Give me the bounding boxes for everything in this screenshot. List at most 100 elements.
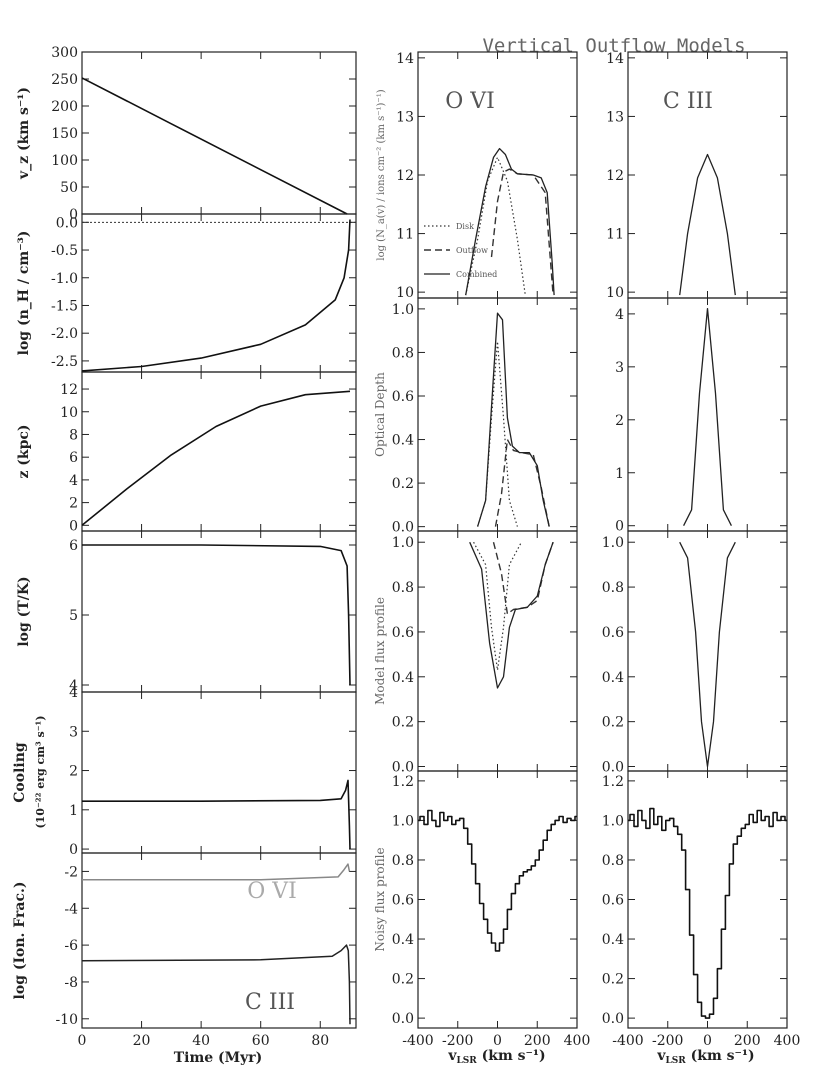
ion-frac-label-ciii: C III [245, 990, 295, 1015]
frame-model_ovi [417, 530, 578, 772]
panel-noisy_ciii: 0.0 0.2 0.4 0.6 0.8 1.0 1.2 -400 -200 0 200 400 [602, 770, 801, 1049]
series-line-column_ciii-combined [679, 153, 736, 296]
ytick-label-vz: 200 [51, 99, 78, 115]
y-axis-label-right-row-1: Optical Depth [373, 372, 387, 457]
frame-tau_ciii [627, 297, 788, 532]
ytick-label-cooling: 1 [69, 803, 78, 819]
frame-density [81, 213, 357, 373]
ytick-label-height: 0 [69, 518, 78, 534]
ytick-label-model_ovi: 0.6 [392, 625, 414, 641]
ytick-label-noisy_ciii: 1.2 [602, 774, 624, 790]
left-x-axis-label: Time (Myr) [174, 1050, 263, 1066]
xtick-label-noisy_ovi: 200 [524, 1033, 551, 1049]
ytick-label-cooling: 3 [69, 724, 78, 740]
ytick-label-column_ovi: 13 [396, 109, 414, 125]
ion-label-ciii: C III [663, 89, 713, 114]
panel-cooling: 0 1 2 3 4 [69, 685, 357, 858]
series-line-height [81, 390, 351, 526]
panel-density: 0.0 -0.5 -1.0 -1.5 -2.0 -2.5 [51, 213, 357, 373]
y-axis-label-temperature: log (T/K) [16, 576, 32, 646]
panel-model_ovi: 0.0 0.2 0.4 0.6 0.8 1.0 [392, 530, 578, 776]
ytick-label-column_ciii: 10 [606, 285, 624, 301]
series-line-ionfrac-o-vi [82, 863, 351, 881]
ytick-label-height: 8 [69, 427, 78, 443]
ytick-label-tau_ciii: 3 [615, 360, 624, 376]
frame-column_ovi [417, 51, 578, 299]
legend-label-disk: Disk [456, 222, 474, 231]
ytick-label-height: 4 [69, 473, 78, 489]
ytick-label-noisy_ovi: 0.2 [392, 972, 414, 988]
legend-label-combined: Combined [456, 270, 497, 279]
xtick-label-ionfrac: 60 [252, 1033, 270, 1049]
ytick-label-cooling: 4 [69, 685, 78, 701]
ytick-label-model_ovi: 1.0 [392, 535, 414, 551]
ytick-label-height: 12 [60, 382, 78, 398]
ytick-label-tau_ovi: 0.6 [392, 389, 414, 405]
xtick-label-noisy_ovi: 0 [493, 1033, 502, 1049]
series-line-column_ovi-outflow [490, 168, 554, 296]
ytick-label-tau_ovi: 0.4 [392, 433, 414, 449]
ytick-label-density: 0.0 [56, 215, 78, 231]
y-axis-units-cooling: (10⁻²² erg cm³ s⁻¹) [34, 715, 47, 828]
xtick-label-noisy_ciii: 400 [774, 1033, 801, 1049]
ytick-label-noisy_ciii: 0.6 [602, 893, 624, 909]
ytick-label-density: -1.5 [51, 298, 78, 314]
frame-cooling [81, 691, 357, 854]
ytick-label-model_ovi: 0.8 [392, 580, 414, 596]
panel-temperature: 4 5 6 [69, 530, 357, 694]
frame-ionfrac [81, 852, 357, 1029]
ytick-label-tau_ciii: 0 [615, 519, 624, 535]
y-axis-label-right-row-0: log (N_a(v) / ions cm⁻² (km s⁻¹)⁻¹) [376, 89, 387, 260]
ytick-label-model_ovi: 0.4 [392, 670, 414, 686]
xtick-label-noisy_ovi: 400 [564, 1033, 591, 1049]
ytick-label-tau_ovi: 0.8 [392, 345, 414, 361]
xtick-label-ionfrac: 80 [311, 1033, 329, 1049]
ytick-label-density: -2.0 [51, 326, 78, 342]
frame-noisy_ovi [417, 770, 578, 1029]
ytick-label-column_ciii: 14 [606, 51, 624, 67]
ytick-label-cooling: 0 [69, 842, 78, 858]
ytick-label-noisy_ciii: 0.8 [602, 853, 624, 869]
series-line-density [81, 219, 351, 372]
ytick-label-noisy_ovi: 0.8 [392, 853, 414, 869]
frame-temperature [81, 530, 357, 693]
series-line-noisy_ovi [418, 809, 577, 952]
ytick-label-model_ciii: 0.0 [602, 760, 624, 776]
series-line-tau_ciii-combined [683, 307, 732, 526]
ytick-label-vz: 150 [51, 126, 78, 142]
ytick-label-model_ciii: 1.0 [602, 535, 624, 551]
ytick-label-vz: 100 [51, 153, 78, 169]
panel-column_ciii: 10 11 12 13 14 [606, 51, 788, 301]
panel-model_ciii: 0.0 0.2 0.4 0.6 0.8 1.0 [602, 530, 788, 776]
ytick-label-temperature: 5 [69, 608, 78, 624]
ytick-label-noisy_ciii: 0.2 [602, 972, 624, 988]
ytick-label-height: 6 [69, 450, 78, 466]
ytick-label-model_ciii: 0.2 [602, 715, 624, 731]
ytick-label-noisy_ciii: 0.4 [602, 932, 624, 948]
y-axis-label-right-row-3: Noisy flux profile [373, 847, 387, 951]
xtick-label-ionfrac: 40 [192, 1033, 210, 1049]
y-axis-label-ionfrac: log (Ion. Frac.) [12, 882, 28, 1000]
ytick-label-noisy_ciii: 1.0 [602, 813, 624, 829]
right-x-axis-label-ovi: vLSR (km s⁻¹) [447, 1048, 545, 1066]
series-line-tau_ovi-disk [477, 341, 518, 527]
series-line-tau_ovi-combined [476, 312, 550, 527]
ytick-label-noisy_ovi: 0.0 [392, 1011, 414, 1027]
series-line-vz [81, 77, 348, 215]
ion-label-ovi: O VI [445, 89, 495, 114]
panel-height: 0 2 4 6 8 10 12 [60, 371, 357, 534]
panel-vz: 0 50 100 150 200 250 300 [51, 45, 357, 223]
ytick-label-tau_ciii: 4 [615, 307, 624, 323]
right-x-axis-label-ciii: vLSR (km s⁻¹) [656, 1048, 754, 1066]
frame-noisy_ciii [627, 770, 788, 1029]
y-axis-label-density: log (n_H / cm⁻³) [16, 231, 32, 356]
ytick-label-column_ovi: 10 [396, 285, 414, 301]
ytick-label-tau_ovi: 1.0 [392, 302, 414, 318]
ytick-label-noisy_ovi: 1.0 [392, 813, 414, 829]
ytick-label-noisy_ciii: 0.0 [602, 1011, 624, 1027]
y-axis-label-vz: v_z (km s⁻¹) [16, 87, 32, 180]
ytick-label-ionfrac: -6 [64, 938, 78, 954]
ytick-label-column_ovi: 12 [396, 168, 414, 184]
ytick-label-column_ciii: 13 [606, 109, 624, 125]
ytick-label-temperature: 4 [69, 678, 78, 694]
